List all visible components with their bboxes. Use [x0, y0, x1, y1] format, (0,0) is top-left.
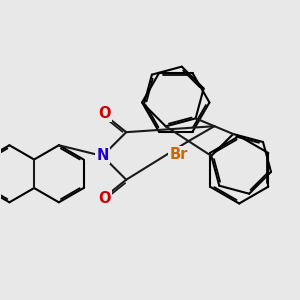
Text: O: O [98, 106, 111, 121]
Text: Br: Br [169, 148, 188, 163]
Text: N: N [96, 148, 109, 164]
Text: O: O [98, 191, 111, 206]
